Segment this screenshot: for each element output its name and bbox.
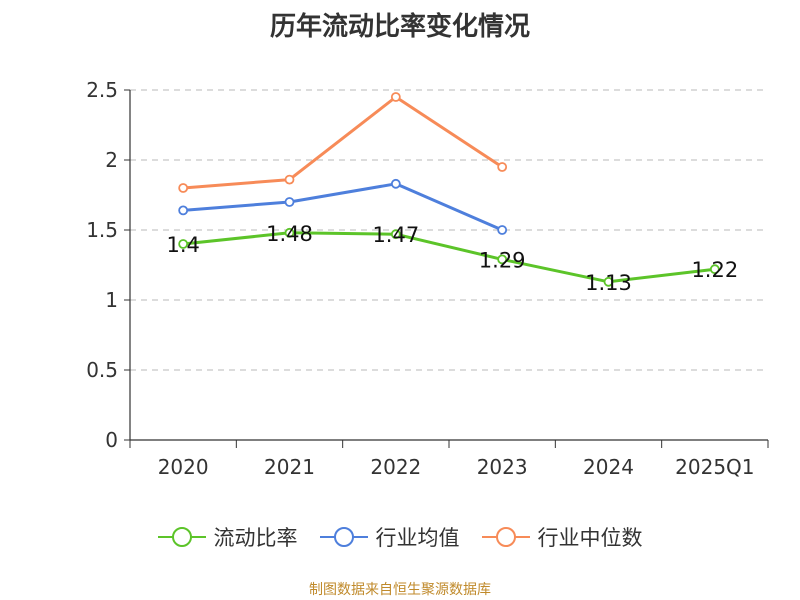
x-tick-label: 2022: [370, 455, 421, 479]
legend-label-industry-average: 行业均值: [375, 526, 460, 550]
data-point: [497, 162, 508, 172]
series-line: [183, 231, 716, 284]
data-point: [178, 239, 189, 249]
x-tick-label: 2024: [583, 455, 634, 479]
legend-marker-industry-average: [319, 527, 368, 547]
data-label: 1.13: [585, 271, 632, 295]
x-tick-label: 2020: [158, 455, 209, 479]
legend-label-current-ratio: 流动比率: [213, 526, 298, 550]
x-tick-label: 2023: [477, 455, 528, 479]
data-point: [284, 197, 295, 207]
data-point: [178, 183, 189, 193]
data-label: 1.22: [691, 258, 738, 282]
legend-marker-industry-median: [481, 527, 530, 547]
chart-title: 历年流动比率变化情况: [269, 12, 530, 42]
y-tick-label: 2.5: [86, 78, 118, 102]
data-point: [178, 205, 189, 216]
y-tick-label: 0.5: [86, 358, 118, 382]
legend-item-industry-median[interactable]: 行业中位数: [481, 522, 643, 552]
legend-marker-current-ratio: [157, 527, 206, 547]
data-point: [284, 227, 295, 238]
data-point: [709, 264, 720, 275]
y-tick-label: 0: [105, 428, 118, 452]
x-tick-label: 2021: [264, 455, 315, 479]
data-point: [390, 229, 401, 240]
data-source-note: 制图数据来自恒生聚源数据库: [309, 582, 491, 598]
data-label: 1.48: [266, 222, 313, 246]
data-point: [390, 178, 401, 189]
chart-legend: 流动比率 行业均值 行业中位数: [0, 522, 800, 552]
y-tick-label: 1: [105, 288, 118, 312]
data-point: [497, 254, 508, 265]
data-label: 1.47: [372, 223, 419, 247]
data-point: [603, 276, 614, 287]
data-point: [284, 174, 295, 185]
y-tick-label: 1.5: [86, 218, 118, 242]
series-line: [183, 95, 503, 190]
x-tick-label: 2025Q1: [675, 455, 754, 479]
data-point: [390, 92, 401, 102]
legend-label-industry-median: 行业中位数: [537, 526, 643, 550]
data-point: [497, 225, 508, 235]
series-line: [183, 182, 503, 232]
data-label: 1.29: [479, 248, 526, 272]
y-tick-label: 2: [105, 148, 118, 172]
legend-item-industry-average[interactable]: 行业均值: [319, 522, 460, 552]
data-label: 1.4: [166, 233, 199, 257]
legend-item-current-ratio[interactable]: 流动比率: [157, 522, 298, 552]
